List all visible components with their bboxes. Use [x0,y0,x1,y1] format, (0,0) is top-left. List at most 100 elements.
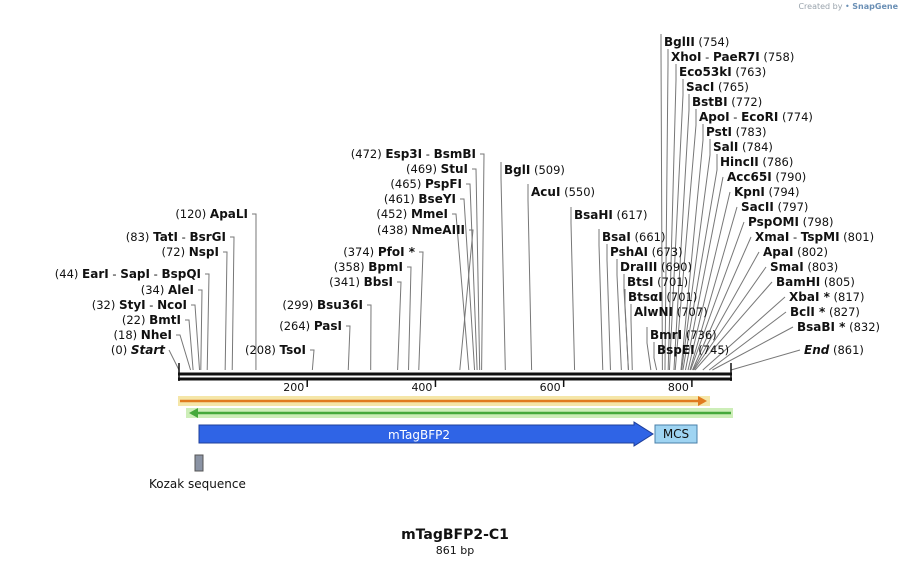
leader-bmri [646,327,652,371]
site-eari-left-5[interactable]: (44) EarI - SapI - BspQI [55,267,201,281]
svg-text:(32) StyI - NcoI: (32) StyI - NcoI [92,298,187,312]
site-sali-right-24[interactable]: SalI (784) [713,140,773,154]
site-start-left-0[interactable]: (0) Start [111,343,166,357]
site-alwni-right-8[interactable]: AlwNI (707) [634,305,708,319]
site-alei-left-4[interactable]: (34) AleI [141,283,194,297]
site-name: AcuI [531,185,560,199]
site-nspi-left-6[interactable]: (72) NspI [161,245,219,259]
leader-bmti [185,319,194,371]
site-position: (32) [92,298,119,312]
site-bamhi-right-15[interactable]: BamHI (805) [776,275,855,289]
site-name: PspFI [425,177,462,191]
leader-apai [692,251,760,371]
kozak-feature[interactable] [194,454,204,472]
site-pfoi-left-14[interactable]: (374) PfoI * [343,245,415,259]
site-bglii-right-31[interactable]: BglII (754) [664,35,729,49]
site-name: BsaBI * [797,320,846,334]
site-nhei-left-1[interactable]: (18) NheI [114,328,172,342]
svg-text:XbaI * (817): XbaI * (817) [789,290,864,304]
site-bsu36i-left-11[interactable]: (299) Bsu36I [282,298,363,312]
site-psti-right-25[interactable]: PstI (783) [706,125,767,139]
site-kpni-right-21[interactable]: KpnI (794) [734,185,800,199]
svg-text:(299) Bsu36I: (299) Bsu36I [282,298,363,312]
site-pasi-left-10[interactable]: (264) PasI [279,319,342,333]
site-esp3i-left-20[interactable]: (472) Esp3I - BsmBI [351,147,476,161]
site-name: BseYI [418,192,456,206]
site-nmeaiii-left-15[interactable]: (438) NmeAIII [377,223,465,237]
site-apai-right-17[interactable]: ApaI (802) [763,245,828,259]
site-bmti-left-2[interactable]: (22) BmtI [122,313,181,327]
site-bspei-right-10[interactable]: BspEI (745) [657,343,729,357]
snapgene-logo-icon: • [845,2,850,11]
site-mmei-left-16[interactable]: (452) MmeI [376,207,448,221]
leader-xmai [692,236,752,371]
site-name: BamHI [776,275,820,289]
site-pshai-right-4[interactable]: PshAI (673) [610,245,683,259]
site-tati-left-7[interactable]: (83) TatI - BsrGI [126,230,226,244]
leader-bgli [500,162,506,371]
site-end-right-11[interactable]: End (861) [804,343,864,357]
svg-text:Eco53kI (763): Eco53kI (763) [679,65,766,79]
site-bstbi-right-27[interactable]: BstBI (772) [692,95,762,109]
site-styi-left-3[interactable]: (32) StyI - NcoI [92,298,187,312]
site-bcli-right-13[interactable]: BclI * (827) [790,305,860,319]
site-hincii-right-23[interactable]: HincII (786) [720,155,793,169]
site-name: NmeAIII [412,223,465,237]
site-bseyi-left-17[interactable]: (461) BseYI [384,192,456,206]
site-acui-right-1[interactable]: AcuI (550) [531,185,595,199]
site-bsahi-right-2[interactable]: BsaHI (617) [574,208,648,222]
site-sacii-right-20[interactable]: SacII (797) [741,200,808,214]
site-name: BglII [664,35,695,49]
site-xhoi-right-30[interactable]: XhoI - PaeR7I (758) [671,50,794,64]
site-apoi-right-26[interactable]: ApoI - EcoRI (774) [699,110,813,124]
tick-label-200: 200 [283,381,304,394]
site-name: BpmI [368,260,403,274]
site-name: DraIII [620,260,657,274]
site-draiii-right-5[interactable]: DraIII (690) [620,260,692,274]
site-position: (803) [804,260,839,274]
site-name: XbaI * [789,290,831,304]
site-position: (461) [384,192,419,206]
site-btsi-right-6[interactable]: BtsI (701) [627,275,688,289]
svg-text:(83) TatI - BsrGI: (83) TatI - BsrGI [126,230,226,244]
svg-text:ApoI - EcoRI (774): ApoI - EcoRI (774) [699,110,813,124]
site-bsai-right-3[interactable]: BsaI (661) [602,230,665,244]
svg-text:(0) Start: (0) Start [111,343,166,357]
mtagbfp2-label: mTagBFP2 [388,428,450,442]
site-name: Start [131,343,166,357]
site-position: (18) [114,328,141,342]
site-bmri-right-9[interactable]: BmrI (736) [650,328,717,342]
site-xbai-right-14[interactable]: XbaI * (817) [789,290,864,304]
site-saci-right-28[interactable]: SacI (765) [686,80,749,94]
site-tsoi-left-9[interactable]: (208) TsoI [245,343,306,357]
svg-text:BtsαI (701): BtsαI (701) [628,290,697,304]
site-position: (661) [631,230,666,244]
mcs-feature[interactable] [654,424,698,444]
svg-text:PspOMI (798): PspOMI (798) [748,215,834,229]
site-name: HincII [720,155,759,169]
site-bgli-right-0[interactable]: BglI (509) [504,163,565,177]
site-bsabi-right-12[interactable]: BsaBI * (832) [797,320,880,334]
site-apali-left-8[interactable]: (120) ApaLI [175,207,248,221]
site-position: (469) [406,162,441,176]
site-bts-i-right-7[interactable]: BtsαI (701) [628,290,697,304]
site-acc65i-right-22[interactable]: Acc65I (790) [727,170,806,184]
site-position: (120) [175,207,210,221]
svg-text:SacI (765): SacI (765) [686,80,749,94]
site-stui-left-19[interactable]: (469) StuI [406,162,468,176]
site-position: (774) [778,110,813,124]
site-pspomi-right-19[interactable]: PspOMI (798) [748,215,834,229]
site-bbsi-left-12[interactable]: (341) BbsI [329,275,393,289]
site-xmai-right-18[interactable]: XmaI - TspMI (801) [755,230,874,244]
site-name: PspOMI [748,215,799,229]
credit-prefix: Created by [798,2,843,11]
site-pspfi-left-18[interactable]: (465) PspFI [390,177,462,191]
leader-acc65i [684,176,724,371]
site-name: PaeR7I [713,50,760,64]
site-smai-right-16[interactable]: SmaI (803) [770,260,838,274]
site-bpmi-left-13[interactable]: (358) BpmI [334,260,403,274]
site-eco53ki-right-29[interactable]: Eco53kI (763) [679,65,766,79]
mtagbfp2-feature[interactable] [198,421,654,447]
site-position: (509) [530,163,565,177]
site-name: PshAI [610,245,648,259]
